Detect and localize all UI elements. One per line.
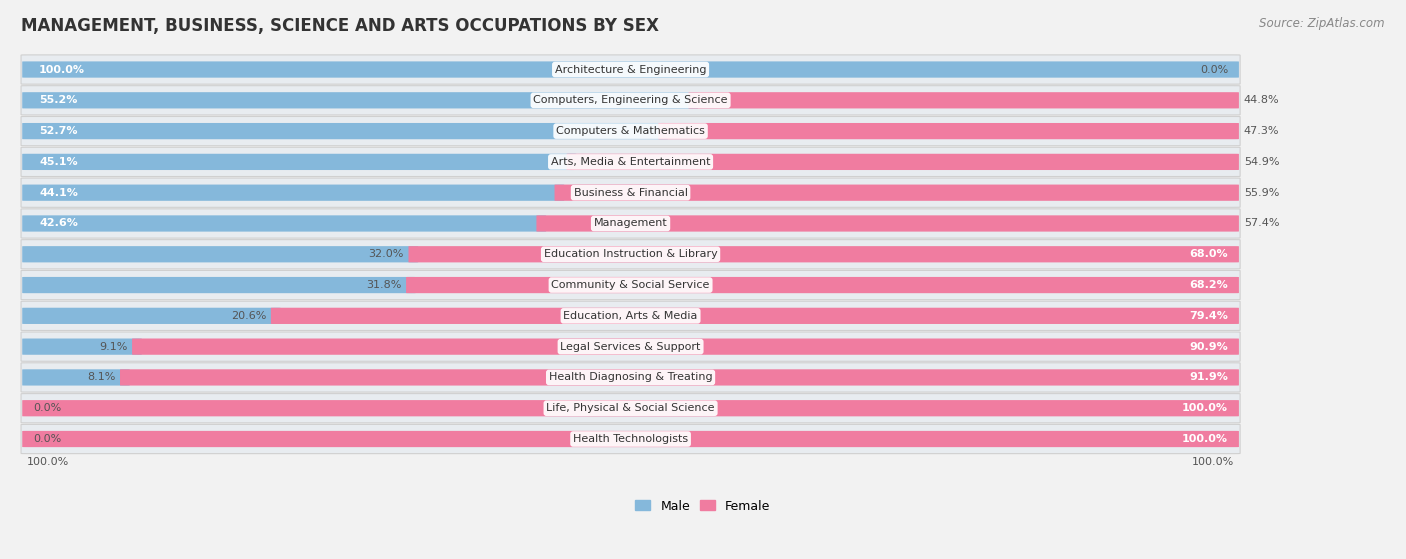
Text: 100.0%: 100.0% [1182,403,1227,413]
Text: 31.8%: 31.8% [366,280,401,290]
FancyBboxPatch shape [22,307,281,324]
FancyBboxPatch shape [22,431,1239,447]
FancyBboxPatch shape [409,246,1239,262]
FancyBboxPatch shape [21,55,1240,84]
Text: 79.4%: 79.4% [1189,311,1227,321]
FancyBboxPatch shape [21,116,1240,146]
FancyBboxPatch shape [21,271,1240,300]
Text: 0.0%: 0.0% [34,403,62,413]
Text: 68.0%: 68.0% [1189,249,1227,259]
Text: Life, Physical & Social Science: Life, Physical & Social Science [547,403,714,413]
Text: Computers, Engineering & Science: Computers, Engineering & Science [533,96,728,105]
FancyBboxPatch shape [22,339,142,355]
Text: 91.9%: 91.9% [1189,372,1227,382]
FancyBboxPatch shape [22,215,546,231]
FancyBboxPatch shape [22,184,564,201]
FancyBboxPatch shape [21,332,1240,361]
Text: 47.3%: 47.3% [1244,126,1279,136]
FancyBboxPatch shape [406,277,1239,293]
Text: Legal Services & Support: Legal Services & Support [561,342,700,352]
Text: Computers & Mathematics: Computers & Mathematics [557,126,704,136]
Text: 8.1%: 8.1% [87,372,115,382]
Legend: Male, Female: Male, Female [630,495,776,518]
Text: 90.9%: 90.9% [1189,342,1227,352]
Text: 54.9%: 54.9% [1244,157,1279,167]
FancyBboxPatch shape [271,307,1239,324]
Text: Source: ZipAtlas.com: Source: ZipAtlas.com [1260,17,1385,30]
Text: Education Instruction & Library: Education Instruction & Library [544,249,717,259]
Text: 45.1%: 45.1% [39,157,77,167]
Text: 9.1%: 9.1% [98,342,128,352]
FancyBboxPatch shape [21,363,1240,392]
FancyBboxPatch shape [21,394,1240,423]
FancyBboxPatch shape [120,369,1239,386]
Text: 68.2%: 68.2% [1189,280,1227,290]
Text: Architecture & Engineering: Architecture & Engineering [555,64,706,74]
Text: 55.2%: 55.2% [39,96,77,105]
Text: Community & Social Service: Community & Social Service [551,280,710,290]
FancyBboxPatch shape [22,154,576,170]
FancyBboxPatch shape [22,277,416,293]
FancyBboxPatch shape [22,246,418,262]
FancyBboxPatch shape [132,339,1239,355]
Text: Health Technologists: Health Technologists [574,434,688,444]
Text: 42.6%: 42.6% [39,219,77,229]
Text: 100.0%: 100.0% [27,457,69,467]
Text: Business & Financial: Business & Financial [574,188,688,198]
FancyBboxPatch shape [22,92,699,108]
Text: 100.0%: 100.0% [1182,434,1227,444]
Text: Management: Management [593,219,668,229]
FancyBboxPatch shape [21,424,1240,454]
Text: Education, Arts & Media: Education, Arts & Media [564,311,697,321]
FancyBboxPatch shape [689,92,1239,108]
Text: 0.0%: 0.0% [34,434,62,444]
FancyBboxPatch shape [22,123,668,139]
Text: Health Diagnosing & Treating: Health Diagnosing & Treating [548,372,713,382]
Text: 100.0%: 100.0% [39,64,86,74]
FancyBboxPatch shape [21,178,1240,207]
FancyBboxPatch shape [21,301,1240,330]
FancyBboxPatch shape [22,369,129,386]
FancyBboxPatch shape [22,400,1239,416]
Text: 52.7%: 52.7% [39,126,77,136]
FancyBboxPatch shape [537,215,1239,231]
Text: 44.8%: 44.8% [1244,96,1279,105]
FancyBboxPatch shape [21,209,1240,238]
FancyBboxPatch shape [21,86,1240,115]
FancyBboxPatch shape [21,240,1240,269]
Text: 32.0%: 32.0% [368,249,404,259]
FancyBboxPatch shape [567,154,1239,170]
Text: 20.6%: 20.6% [231,311,266,321]
FancyBboxPatch shape [21,147,1240,177]
Text: Arts, Media & Entertainment: Arts, Media & Entertainment [551,157,710,167]
Text: MANAGEMENT, BUSINESS, SCIENCE AND ARTS OCCUPATIONS BY SEX: MANAGEMENT, BUSINESS, SCIENCE AND ARTS O… [21,17,659,35]
Text: 55.9%: 55.9% [1244,188,1279,198]
FancyBboxPatch shape [22,61,1239,78]
FancyBboxPatch shape [658,123,1239,139]
Text: 100.0%: 100.0% [1192,457,1234,467]
Text: 44.1%: 44.1% [39,188,77,198]
Text: 57.4%: 57.4% [1244,219,1279,229]
FancyBboxPatch shape [554,184,1239,201]
Text: 0.0%: 0.0% [1199,64,1227,74]
